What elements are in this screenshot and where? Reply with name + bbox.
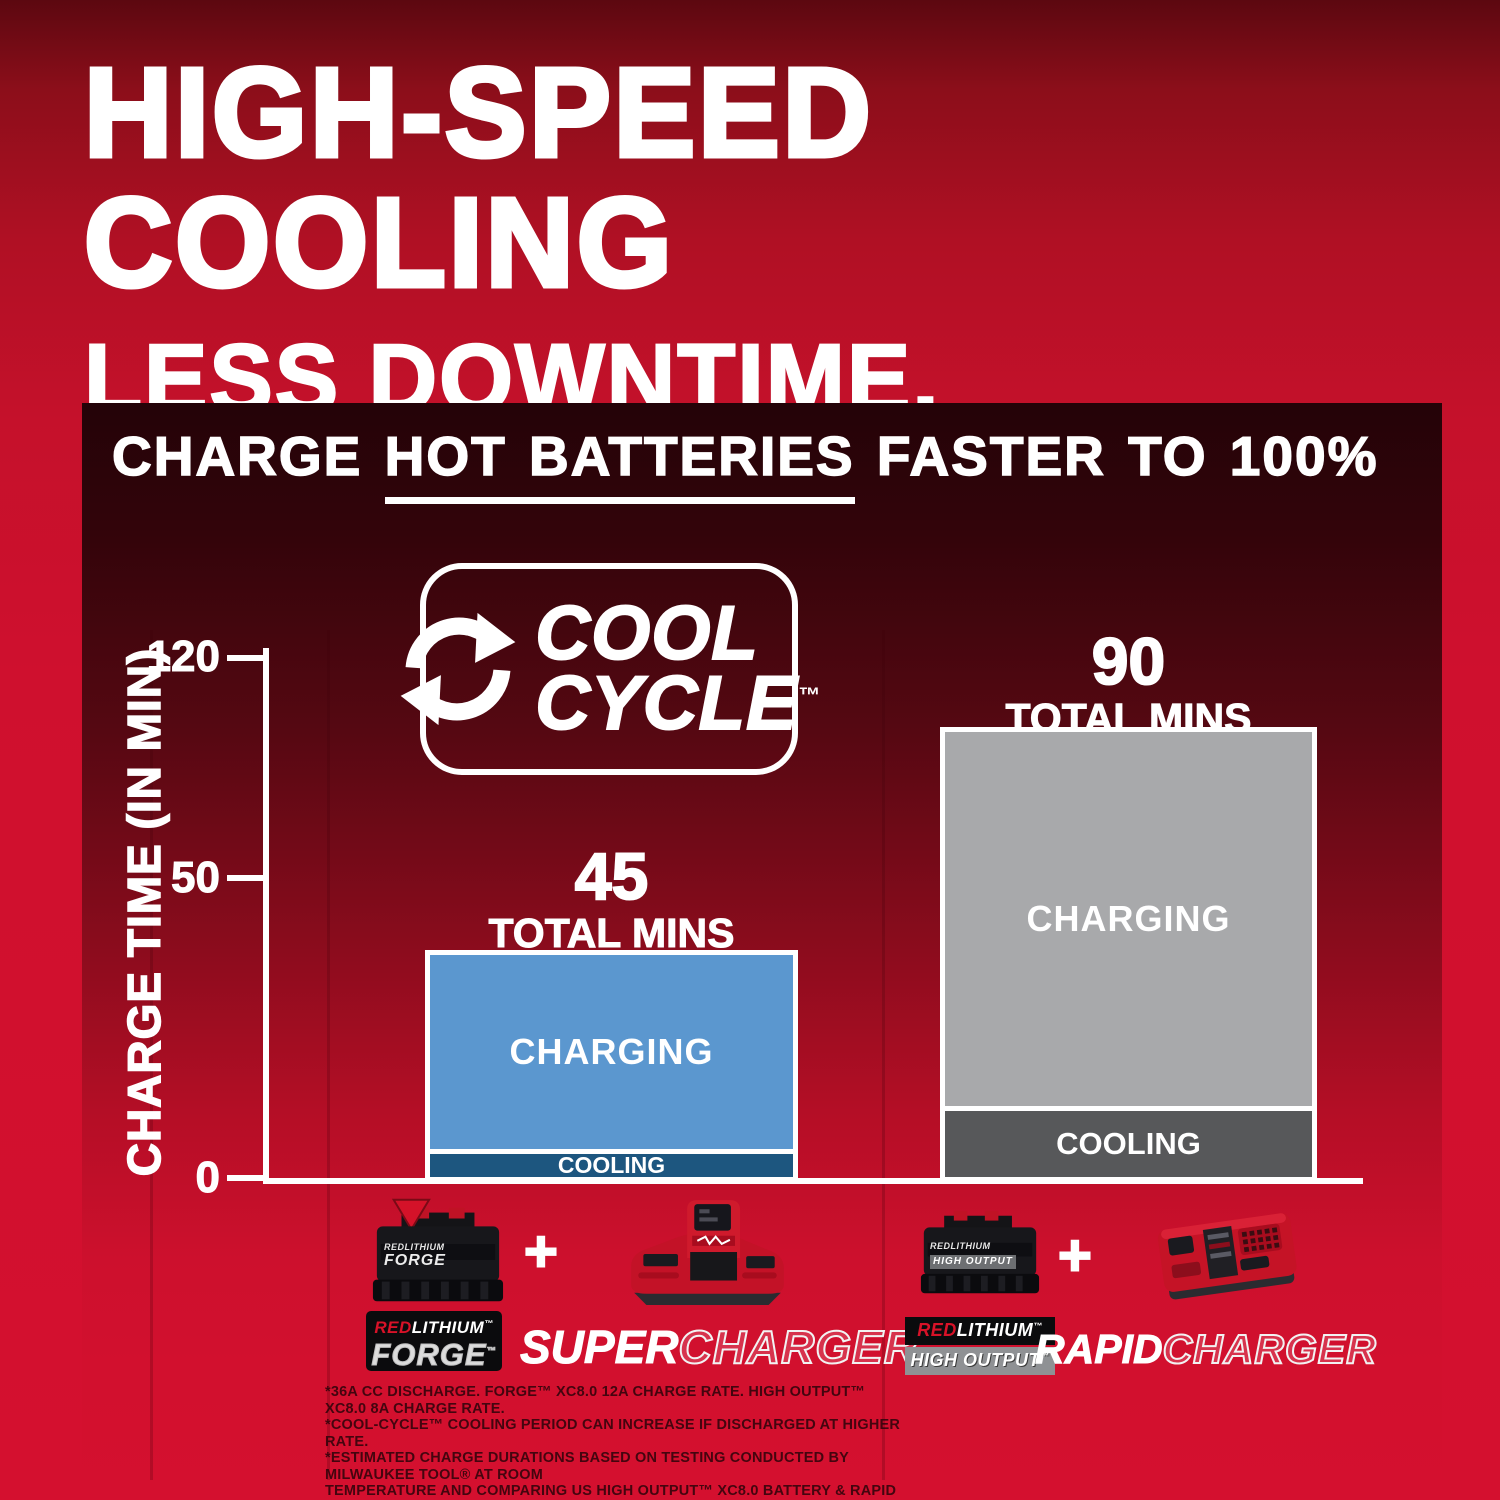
y-tick-label-120: 120: [146, 632, 220, 682]
trademark-symbol: ™: [484, 1318, 494, 1329]
redlithium-high-output-badge: REDLITHIUM™ HIGH OUTPUT™: [905, 1317, 1055, 1375]
trademark-symbol: ™: [486, 1345, 497, 1356]
y-tick-label-50: 50: [171, 853, 221, 903]
bar-supercharger-cooling-segment: COOLING: [430, 1152, 793, 1178]
rapid-charger-image: [1150, 1202, 1305, 1307]
disclaimer-line: *36A CC DISCHARGE. FORGE™ XC8.0 12A CHAR…: [325, 1384, 866, 1417]
y-tick-mark-0: [227, 1175, 264, 1181]
rapid-charger-name: RAPIDCHARGER: [1035, 1325, 1377, 1373]
disclaimer-line: TEMPERATURE AND COMPARING US HIGH OUTPUT…: [325, 1483, 897, 1500]
high-output-battery-image: REDLITHIUM HIGH OUTPUT: [916, 1208, 1044, 1300]
y-tick-mark-50: [227, 875, 264, 881]
bar-rapidcharger: CHARGING COOLING: [940, 727, 1317, 1182]
left-bar-total-units: TOTAL MINS: [488, 910, 735, 956]
chart-title-underlined: HOT BATTERIES: [384, 424, 855, 504]
rapid-charger-name-outline: CHARGER: [1162, 1325, 1377, 1373]
cool-cycle-word-1: COOL: [534, 591, 759, 677]
y-tick-mark-120: [227, 655, 264, 661]
chart-title-prefix: CHARGE: [111, 424, 385, 488]
background-seam-line: [882, 630, 885, 1480]
cooling-segment-label: COOLING: [1056, 1126, 1201, 1161]
headline-block: HIGH-SPEED COOLING LESS DOWNTIME.: [82, 42, 958, 428]
battery-brand-text: REDLITHIUM: [930, 1241, 991, 1251]
bar-rapidcharger-charging-segment: CHARGING: [945, 732, 1312, 1106]
battery-model-text: HIGH OUTPUT: [930, 1255, 1016, 1269]
cooling-segment-label: COOLING: [557, 1152, 666, 1178]
segment-divider: [945, 1106, 1312, 1111]
redlithium-wordmark: REDLITHIUM™: [374, 1318, 494, 1337]
background-seam-line: [327, 630, 330, 1480]
cool-cycle-word-2: CYCLE™: [534, 661, 821, 746]
battery-label: REDLITHIUM FORGE: [384, 1242, 494, 1271]
battery-brand-text: REDLITHIUM: [384, 1242, 445, 1252]
cool-cycle-wordmark: COOL CYCLE™: [534, 591, 821, 746]
disclaimer-line: *ESTIMATED CHARGE DURATIONS BASED ON TES…: [325, 1450, 849, 1483]
chart-title: CHARGE HOT BATTERIES FASTER TO 100%: [111, 424, 1432, 504]
forge-wordmark: FORGE™: [371, 1337, 497, 1372]
charging-segment-label: CHARGING: [1026, 898, 1231, 939]
segment-divider: [430, 1149, 793, 1154]
right-bar-total-minutes: 90: [1091, 624, 1166, 698]
trademark-symbol: ™: [1040, 1351, 1050, 1361]
charging-segment-label: CHARGING: [509, 1031, 714, 1072]
battery-label: REDLITHIUM HIGH OUTPUT: [930, 1241, 1034, 1270]
headline-line-2: COOLING: [82, 171, 675, 313]
supercharger-name: SUPERCHARGER: [519, 1320, 918, 1374]
x-axis-baseline: [263, 1178, 1363, 1184]
redlithium-wordmark: REDLITHIUM™: [905, 1317, 1055, 1345]
trademark-symbol: ™: [1033, 1321, 1043, 1331]
y-axis-label: CHARGE TIME (IN MIN): [117, 647, 171, 1177]
cycle-arrows-icon: [400, 612, 516, 726]
background-seam-line: [150, 630, 153, 1480]
supercharger-name-bold: SUPER: [519, 1321, 679, 1374]
rapid-charger-name-bold: RAPID: [1035, 1326, 1164, 1373]
battery-model-text: FORGE: [384, 1252, 446, 1270]
bar-supercharger-charging-segment: CHARGING: [430, 955, 793, 1149]
headline-line-1: HIGH-SPEED: [82, 42, 874, 183]
bar-rapidcharger-cooling-segment: COOLING: [945, 1111, 1312, 1177]
plus-sign: +: [1057, 1222, 1093, 1289]
right-bar-total: 90 TOTAL MINS: [940, 624, 1317, 739]
left-bar-total-minutes: 45: [574, 839, 649, 913]
y-axis-line: [263, 648, 269, 1184]
bar-supercharger: CHARGING COOLING: [425, 950, 798, 1182]
y-tick-label-0: 0: [195, 1153, 220, 1203]
left-bar-total: 45 TOTAL MINS: [425, 839, 798, 956]
trademark-symbol: ™: [797, 682, 821, 708]
supercharger-image: [615, 1195, 800, 1307]
high-output-wordmark: HIGH OUTPUT™: [905, 1347, 1055, 1375]
cool-cycle-badge: COOL CYCLE™: [400, 563, 820, 775]
disclaimer-line: *COOL-CYCLE™ COOLING PERIOD CAN INCREASE…: [325, 1417, 901, 1450]
supercharger-name-outline: CHARGER: [677, 1320, 919, 1374]
redlithium-forge-badge: REDLITHIUM™ FORGE™: [366, 1311, 502, 1371]
plus-sign: +: [523, 1218, 559, 1285]
chart-title-suffix: FASTER TO 100%: [854, 424, 1379, 488]
legal-disclaimer: *36A CC DISCHARGE. FORGE™ XC8.0 12A CHAR…: [325, 1384, 905, 1500]
forge-battery-image: REDLITHIUM FORGE: [368, 1198, 506, 1308]
